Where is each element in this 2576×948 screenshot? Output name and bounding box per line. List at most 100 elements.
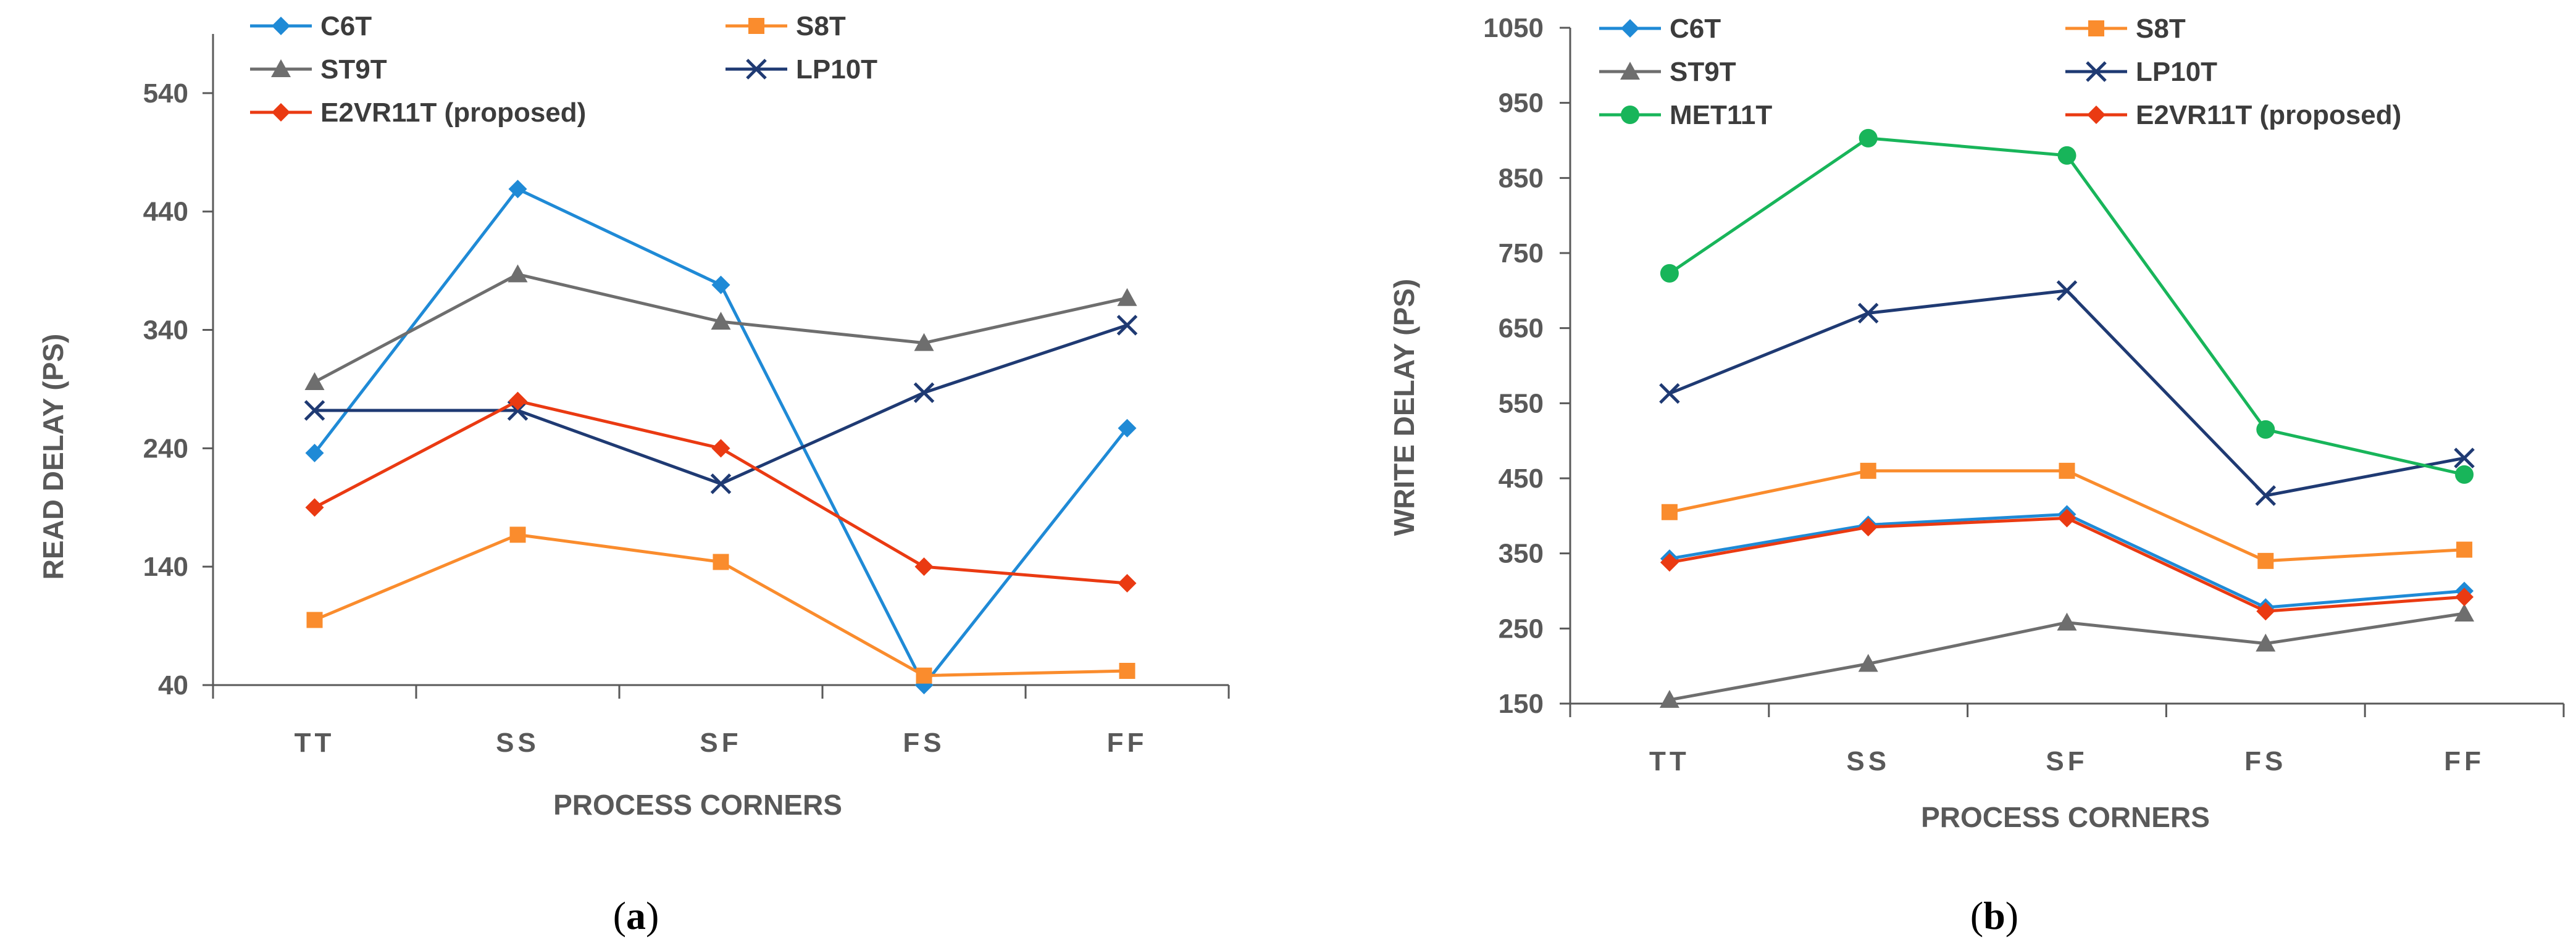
series-c6t — [305, 180, 1137, 694]
legend-marker-st9t — [1620, 62, 1640, 80]
legend-label: E2VR11T (proposed) — [320, 98, 586, 128]
read-delay-x-tick-label: FF — [1107, 728, 1148, 758]
data-point-e2vr11t-proposed — [1118, 574, 1137, 593]
legend-label: LP10T — [796, 54, 877, 85]
series-st9t — [304, 264, 1137, 390]
write-delay-y-tick-label: 350 — [1499, 539, 1544, 569]
legend-marker-s8t — [2088, 20, 2104, 36]
data-point-c6t — [508, 180, 527, 199]
data-point-s8t — [2456, 541, 2473, 558]
legend-marker-met11t — [1621, 106, 1639, 124]
data-point-e2vr11t-proposed — [2455, 588, 2474, 607]
data-point-c6t — [1118, 418, 1137, 438]
write-delay-x-tick-label: SF — [2046, 746, 2088, 776]
series-line-met11t — [1668, 136, 2465, 476]
read-delay-x-tick-label: SF — [700, 728, 742, 758]
data-point-lp10t — [913, 382, 935, 403]
legend-marker-lp10t — [746, 59, 767, 80]
legend-item-s8t: S8T — [726, 11, 846, 41]
series-s8t — [1661, 462, 2473, 569]
data-point-lp10t — [2056, 280, 2078, 301]
series-line-e2vr11t-proposed — [1669, 516, 2465, 613]
write-delay-x-tick-label: FS — [2244, 746, 2286, 776]
legend-item-e2vr11t-proposed: E2VR11T (proposed) — [2065, 100, 2401, 130]
legend-item-c6t: C6T — [1599, 14, 1721, 44]
data-point-s8t — [1661, 504, 1678, 520]
legend-marker-c6t — [1621, 19, 1639, 38]
data-point-e2vr11t-proposed — [711, 439, 730, 458]
data-point-s8t — [1860, 462, 1876, 479]
series-lp10t — [304, 315, 1138, 494]
panel-letter-a: a — [626, 894, 646, 938]
legend-marker-e2vr11t-proposed — [2087, 106, 2106, 124]
data-point-lp10t — [2255, 485, 2277, 506]
chart-write-delay: 150 250 350 450 550 650 750 850 950 1050 TT SS SF FS F… — [1388, 13, 2565, 938]
write-delay-legend: C6T S8T ST9T LP10T MET11T E2VR11T (proposed) — [1599, 14, 2401, 130]
data-point-lp10t — [304, 400, 325, 421]
series-line-c6t — [313, 187, 1129, 687]
panel-letter-b: b — [1983, 894, 2005, 938]
chart-read-delay: 40 140 240 340 440 540 TT SS SF FS FF C6T S8T ST9T LP… — [37, 11, 1230, 938]
data-point-lp10t — [2454, 447, 2475, 468]
legend-marker-e2vr11t-proposed — [272, 103, 290, 122]
read-delay-legend: C6T S8T ST9T LP10T E2VR11T (proposed) — [250, 11, 877, 128]
write-delay-y-tick-label: 450 — [1499, 464, 1544, 494]
legend-item-lp10t: LP10T — [726, 54, 877, 85]
data-point-met11t — [2455, 465, 2474, 484]
data-point-met11t — [2057, 146, 2076, 165]
legend-marker-c6t — [272, 17, 290, 35]
read-delay-y-axis-title: READ DELAY (PS) — [37, 334, 69, 580]
legend-label: C6T — [1670, 14, 1721, 44]
data-point-e2vr11t-proposed — [2057, 509, 2076, 528]
data-point-c6t — [305, 444, 324, 463]
read-delay-x-tick-label: SS — [496, 728, 540, 758]
data-point-e2vr11t-proposed — [2256, 602, 2275, 621]
legend-item-st9t: ST9T — [1599, 57, 1736, 87]
data-point-st9t — [304, 372, 325, 390]
legend-label: LP10T — [2136, 57, 2217, 87]
data-point-met11t — [2256, 420, 2275, 439]
write-delay-y-tick-label: 850 — [1499, 163, 1544, 193]
read-delay-y-tick-label: 340 — [143, 315, 188, 346]
data-point-s8t — [509, 526, 526, 543]
write-delay-y-tick-label: 650 — [1499, 314, 1544, 344]
data-point-s8t — [916, 667, 932, 684]
series-met11t — [1660, 128, 2474, 484]
data-point-e2vr11t-proposed — [914, 557, 934, 576]
write-delay-y-tick-label: 950 — [1499, 88, 1544, 118]
legend-marker-s8t — [748, 18, 764, 34]
data-point-st9t — [2454, 604, 2475, 622]
legend-marker-st9t — [271, 59, 291, 77]
series-lp10t — [1659, 280, 2475, 506]
write-delay-y-tick-label: 750 — [1499, 238, 1544, 268]
write-delay-x-tick-label: SS — [1846, 746, 1890, 776]
read-delay-series — [304, 180, 1138, 694]
series-line-lp10t — [314, 323, 1128, 486]
series-s8t — [306, 526, 1135, 684]
write-delay-y-axis-title: WRITE DELAY (PS) — [1388, 279, 1420, 536]
series-line-c6t — [1669, 512, 2465, 609]
data-point-lp10t — [710, 473, 732, 494]
write-delay-y-tick-label: 150 — [1499, 689, 1544, 719]
panel-label-a: (a) — [613, 894, 659, 938]
write-delay-y-tick-label: 250 — [1499, 613, 1544, 644]
legend-item-st9t: ST9T — [250, 54, 387, 85]
data-point-st9t — [1117, 288, 1137, 306]
read-delay-x-tick-label: FS — [903, 728, 945, 758]
write-delay-x-tick-label: TT — [1649, 746, 1690, 776]
data-point-st9t — [914, 333, 934, 351]
data-point-c6t — [711, 275, 730, 294]
data-point-st9t — [2057, 612, 2077, 631]
write-delay-x-axis-title: PROCESS CORNERS — [1921, 801, 2210, 833]
data-point-e2vr11t-proposed — [1859, 518, 1878, 537]
data-point-s8t — [713, 554, 729, 570]
legend-label: S8T — [2136, 14, 2186, 44]
legend-label: S8T — [796, 11, 846, 41]
panel-label-b: (b) — [1970, 894, 2018, 938]
read-delay-y-tick-label: 240 — [143, 433, 188, 464]
data-point-st9t — [1659, 689, 1679, 708]
data-point-st9t — [2256, 633, 2276, 652]
data-point-met11t — [1859, 128, 1878, 148]
read-delay-y-tick-label: 440 — [143, 197, 188, 227]
